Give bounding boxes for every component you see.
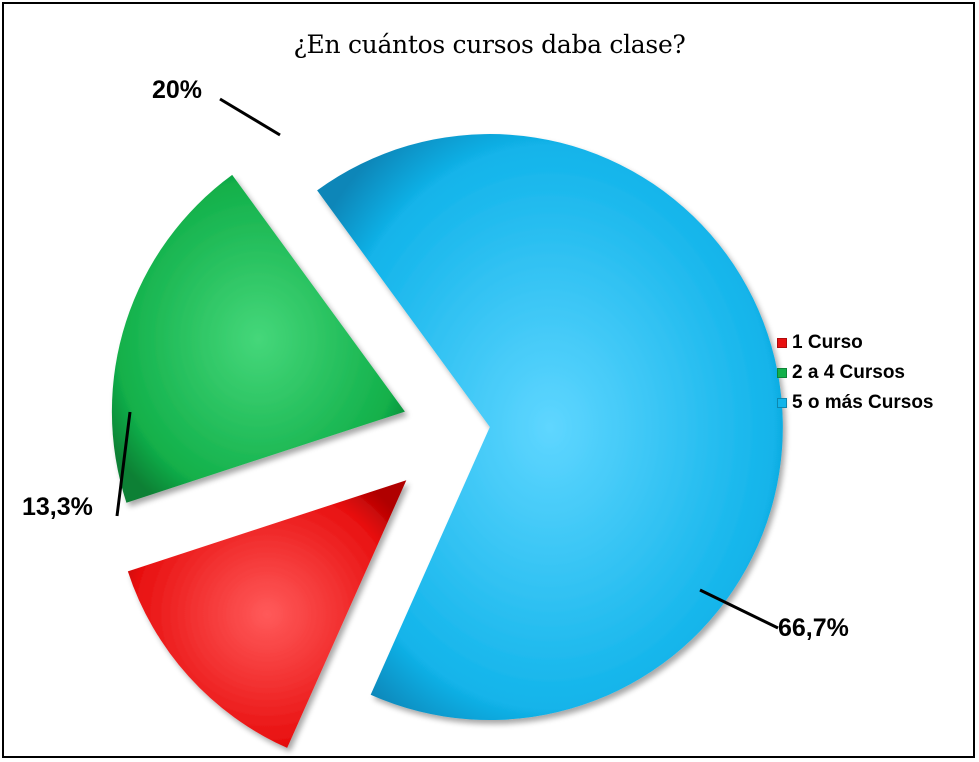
- legend-item: 2 a 4 Cursos: [777, 358, 934, 388]
- legend-swatch: [777, 368, 787, 378]
- data-label-1-curso: 13,3%: [22, 493, 93, 521]
- legend-item: 1 Curso: [777, 328, 934, 358]
- legend-label: 1 Curso: [792, 332, 863, 353]
- legend-item: 5 o más Cursos: [777, 388, 934, 418]
- pie-slice-1-curso: [127, 480, 407, 748]
- pie-slice-2-a-4-cursos: [111, 174, 405, 503]
- leader-line: [115, 411, 132, 517]
- data-label-2-a-4-cursos: 20%: [152, 76, 202, 104]
- leader-line: [219, 97, 281, 137]
- legend-label: 5 o más Cursos: [792, 392, 934, 413]
- legend-label: 2 a 4 Cursos: [792, 362, 905, 383]
- pie-slice-5-o-mas-cursos: [317, 134, 783, 721]
- legend-swatch: [777, 338, 787, 348]
- data-label-5-o-mas-cursos: 66,7%: [778, 614, 849, 642]
- legend-swatch: [777, 398, 787, 408]
- leader-line: [699, 588, 779, 630]
- legend: 1 Curso 2 a 4 Cursos 5 o más Cursos: [777, 328, 934, 418]
- chart-title: ¿En cuántos cursos daba clase?: [293, 30, 686, 59]
